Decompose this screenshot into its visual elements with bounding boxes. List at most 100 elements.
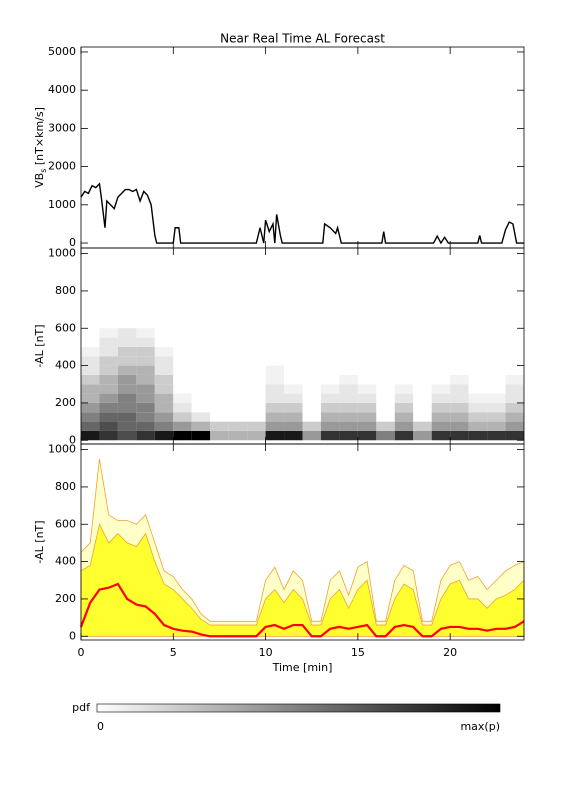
heat-cell: [357, 421, 377, 431]
heat-cell: [302, 346, 321, 357]
heat-cell: [450, 393, 469, 403]
heat-cell: [265, 430, 285, 441]
heat-cell: [99, 384, 118, 394]
x-tick-label: 20: [443, 646, 457, 659]
heat-cell: [468, 384, 488, 394]
heat-cell: [357, 374, 377, 385]
heat-cell: [394, 402, 414, 413]
heat-cell: [376, 328, 395, 338]
heat-cell: [154, 421, 174, 431]
heat-cell: [191, 365, 211, 375]
heat-cell: [505, 365, 524, 375]
heat-cell: [117, 365, 137, 375]
heat-cell: [357, 346, 377, 357]
heat-cell: [450, 365, 469, 375]
heat-cell: [505, 393, 524, 403]
heat-cell: [173, 393, 192, 403]
heat-cell: [284, 346, 303, 357]
heat-cell: [191, 430, 211, 441]
heat-cell: [191, 393, 211, 403]
colorbar-label: pdf: [72, 701, 91, 714]
heat-cell: [247, 402, 266, 413]
chart-title: Near Real Time AL Forecast: [220, 32, 385, 46]
heat-cell: [450, 402, 469, 413]
heat-cell: [431, 374, 451, 385]
heat-cell: [302, 384, 321, 394]
heat-cell: [284, 430, 303, 441]
y-tick-label: 400: [55, 555, 76, 568]
heat-cell: [376, 393, 395, 403]
heat-cell: [247, 412, 266, 422]
heat-cell: [413, 421, 432, 431]
heat-cell: [265, 384, 285, 394]
heat-cell: [81, 365, 100, 375]
y-tick-label: 600: [55, 321, 76, 334]
heat-cell: [191, 412, 211, 422]
heat-cell: [487, 346, 506, 357]
heat-cell: [357, 384, 377, 394]
heat-cell: [191, 337, 211, 347]
heat-cell: [136, 337, 155, 347]
heat-cell: [99, 365, 118, 375]
heat-cell: [154, 430, 174, 441]
x-axis-label: Time [min]: [272, 661, 333, 674]
heat-cell: [191, 356, 211, 366]
heat-cell: [339, 384, 358, 394]
heat-cell: [284, 356, 303, 366]
heat-cell: [505, 421, 524, 431]
heat-cell: [81, 346, 100, 357]
heat-cell: [99, 430, 118, 441]
heat-cell: [81, 356, 100, 366]
heat-cell: [394, 356, 414, 366]
heat-cell: [487, 412, 506, 422]
heat-cell: [265, 337, 285, 347]
y-axis-label-part: [nT×km/s]: [33, 107, 46, 169]
heat-cell: [357, 393, 377, 403]
heat-cell: [468, 374, 488, 385]
heat-cell: [339, 430, 358, 441]
heat-cell: [284, 421, 303, 431]
heat-cell: [154, 356, 174, 366]
y-tick-label: 0: [69, 236, 76, 249]
heat-cell: [154, 337, 174, 347]
heat-cell: [136, 430, 155, 441]
heat-cell: [81, 402, 100, 413]
heat-cell: [136, 402, 155, 413]
heat-cell: [191, 374, 211, 385]
heat-cell: [265, 365, 285, 375]
heat-cell: [431, 356, 451, 366]
heat-cell: [487, 374, 506, 385]
heat-cell: [413, 346, 432, 357]
heat-cell: [210, 337, 229, 347]
heat-cell: [136, 374, 155, 385]
heat-cell: [247, 365, 266, 375]
heat-cell: [394, 393, 414, 403]
y-tick-label: 800: [55, 284, 76, 297]
heat-cell: [210, 374, 229, 385]
heat-cell: [468, 402, 488, 413]
heat-cell: [431, 421, 451, 431]
heat-cell: [320, 421, 340, 431]
heat-cell: [284, 393, 303, 403]
heat-cell: [210, 393, 229, 403]
heat-cell: [376, 365, 395, 375]
heat-cell: [302, 430, 321, 441]
heat-cell: [357, 402, 377, 413]
heat-cell: [210, 412, 229, 422]
heat-cell: [505, 346, 524, 357]
heat-cell: [505, 337, 524, 347]
y-tick-label: 200: [55, 592, 76, 605]
heat-cell: [339, 346, 358, 357]
heat-cell: [320, 346, 340, 357]
band-area: [80, 523, 525, 637]
heat-cell: [191, 328, 211, 338]
heat-cell: [357, 328, 377, 338]
heat-cell: [247, 328, 266, 338]
heat-cell: [247, 374, 266, 385]
heat-cell: [265, 393, 285, 403]
heat-cell: [247, 430, 266, 441]
heat-cell: [136, 412, 155, 422]
x-tick-label: 5: [170, 646, 177, 659]
heat-cell: [99, 374, 118, 385]
